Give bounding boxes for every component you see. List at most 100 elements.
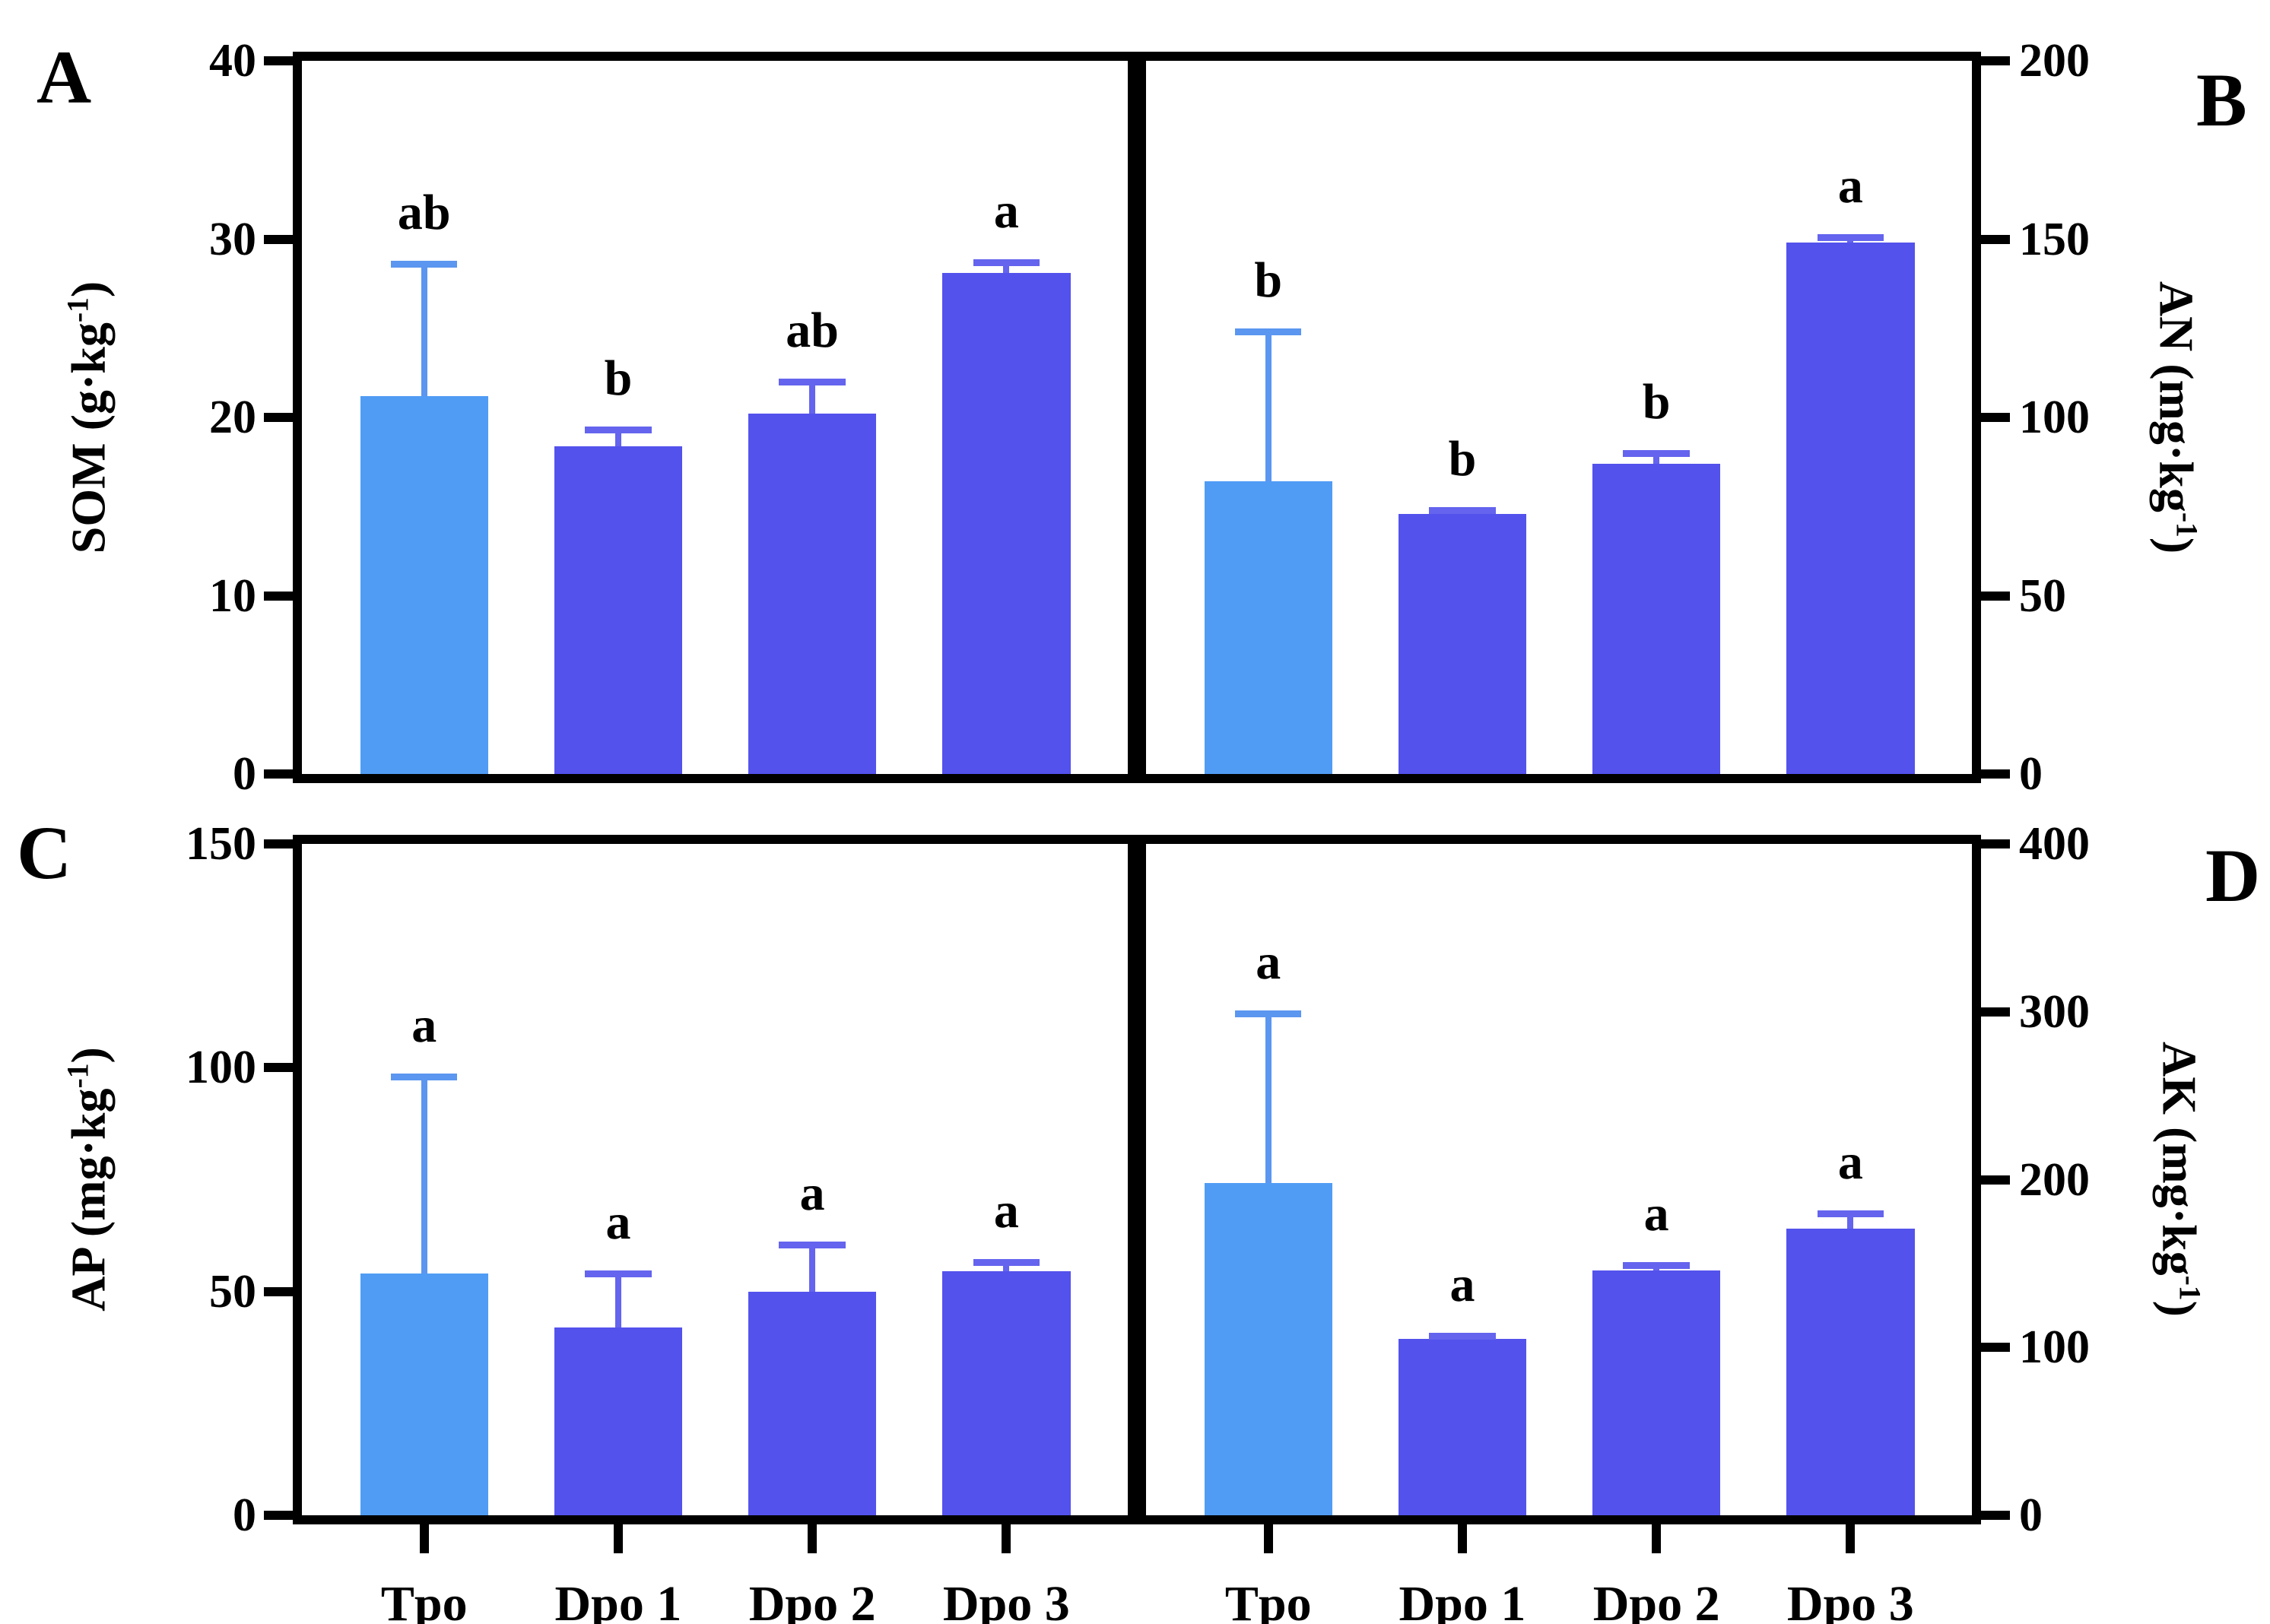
bar-dpo-1-panel-c — [554, 1327, 683, 1515]
x-axis-tick-mark — [808, 1524, 818, 1553]
significance-letter: a — [1837, 158, 1863, 214]
significance-letter: ab — [397, 185, 451, 241]
y-axis-title-ap-text: AP (mg·kg — [61, 1088, 116, 1312]
error-bar-cap — [1234, 328, 1302, 336]
y-axis-tick-mark — [1981, 769, 2010, 779]
x-axis-tick-mark — [1263, 1524, 1273, 1553]
bar-dpo-2-panel-c — [748, 1291, 877, 1515]
y-axis-tick-label: 200 — [2019, 35, 2090, 87]
panel-label-d: D — [2205, 833, 2261, 918]
y-axis-tick-mark — [1981, 56, 2010, 65]
bar-dpo-1-panel-d — [1398, 1339, 1527, 1515]
significance-letter: b — [1642, 373, 1671, 430]
y-axis-title-ap-close: ) — [61, 1047, 116, 1064]
y-axis-title-som: SOM (g·kg-1) — [61, 281, 116, 554]
y-axis-tick-mark — [1981, 1007, 2010, 1017]
y-axis-title-ap-superscript: -1 — [61, 1063, 95, 1089]
bar-dpo-3-panel-c — [942, 1271, 1071, 1515]
significance-letter: a — [605, 1194, 631, 1251]
y-axis-tick-label: 0 — [2019, 748, 2043, 800]
y-axis-tick-label: 150 — [186, 818, 256, 870]
x-category-label: Dpo 2 — [1592, 1576, 1720, 1624]
y-axis-title-som-close: ) — [61, 281, 116, 298]
y-axis-tick-label: 40 — [209, 35, 256, 87]
x-category-label: Dpo 2 — [748, 1576, 876, 1624]
bar-dpo-3-panel-b — [1786, 243, 1915, 774]
y-axis-title-ak-text: AK (mg·kg — [2152, 1042, 2207, 1276]
x-category-label: Dpo 1 — [1399, 1576, 1526, 1624]
y-axis-tick-mark — [264, 56, 293, 65]
error-bar-cap — [585, 1270, 652, 1278]
y-axis-tick-mark — [264, 1511, 293, 1520]
error-bar-cap — [1234, 1010, 1302, 1017]
error-bar-cap — [1817, 1210, 1884, 1217]
bar-dpo-2-panel-a — [748, 414, 877, 774]
error-bar-cap — [1623, 449, 1690, 457]
y-axis-tick-label: 150 — [2019, 213, 2090, 265]
error-bar-cap — [973, 1259, 1040, 1267]
y-axis-tick-mark — [264, 234, 293, 244]
y-axis-tick-label: 0 — [233, 748, 256, 800]
panel-label-b: B — [2196, 58, 2247, 142]
y-axis-title-ak: AK (mg·kg-1) — [2152, 1042, 2207, 1317]
y-axis-tick-mark — [1981, 413, 2010, 422]
significance-letter: b — [604, 350, 633, 407]
panel-label-c: C — [17, 810, 72, 895]
error-bar-stem — [1847, 1213, 1854, 1229]
error-bar-stem — [421, 264, 427, 396]
y-axis-tick-label: 50 — [209, 1265, 256, 1318]
y-axis-tick-mark — [1981, 839, 2010, 848]
y-axis-tick-mark — [264, 839, 293, 848]
error-bar-stem — [1265, 1013, 1272, 1183]
y-axis-tick-label: 100 — [2019, 392, 2090, 443]
error-bar-cap — [779, 1241, 846, 1248]
panel-d-ak-plot-area — [1137, 835, 1981, 1524]
error-bar-cap — [1623, 1262, 1690, 1270]
significance-letter: a — [1643, 1186, 1669, 1242]
panel-b-an-plot-area — [1137, 52, 1981, 783]
y-axis-tick-mark — [1981, 234, 2010, 244]
error-bar-stem — [1265, 331, 1272, 482]
significance-letter: a — [993, 182, 1019, 239]
error-bar-cap — [1429, 1332, 1496, 1340]
error-bar-cap — [390, 261, 458, 268]
significance-letter: a — [1837, 1134, 1863, 1190]
y-axis-tick-mark — [264, 769, 293, 779]
panel-label-a: A — [37, 35, 92, 119]
bar-dpo-1-panel-a — [554, 446, 683, 774]
y-axis-title-an-superscript: -1 — [2170, 512, 2204, 538]
bar-tpo-panel-a — [360, 395, 488, 774]
y-axis-title-som-text: SOM (g·kg — [61, 322, 116, 554]
y-axis-tick-label: 30 — [209, 213, 256, 265]
error-bar-stem — [614, 430, 621, 446]
y-axis-tick-mark — [1981, 1511, 2010, 1520]
y-axis-tick-mark — [264, 1063, 293, 1073]
bar-tpo-panel-d — [1204, 1182, 1332, 1515]
panel-a-som-plot-area — [293, 52, 1137, 783]
y-axis-tick-mark — [1981, 591, 2010, 601]
error-bar-stem — [809, 1244, 816, 1292]
y-axis-tick-mark — [264, 591, 293, 601]
error-bar-stem — [1003, 262, 1010, 274]
error-bar-cap — [973, 259, 1040, 266]
error-bar-cap — [1429, 506, 1496, 514]
y-axis-title-an: AN (mg·kg-1) — [2149, 281, 2204, 553]
y-axis-title-ap: AP (mg·kg-1) — [61, 1047, 116, 1312]
bar-dpo-3-panel-d — [1786, 1228, 1915, 1515]
y-axis-tick-label: 400 — [2019, 818, 2090, 870]
x-axis-tick-mark — [419, 1524, 429, 1553]
x-axis-tick-mark — [1652, 1524, 1662, 1553]
significance-letter: b — [1448, 430, 1477, 487]
y-axis-title-ak-superscript: -1 — [2173, 1275, 2207, 1301]
y-axis-title-som-superscript: -1 — [61, 297, 95, 323]
y-axis-tick-label: 300 — [2019, 985, 2090, 1038]
error-bar-cap — [1817, 234, 1884, 242]
y-axis-title-ak-close: ) — [2152, 1300, 2207, 1317]
bar-dpo-2-panel-b — [1592, 463, 1721, 774]
y-axis-tick-label: 100 — [2019, 1321, 2090, 1374]
y-axis-tick-label: 0 — [233, 1489, 256, 1541]
y-axis-tick-label: 0 — [2019, 1489, 2043, 1541]
y-axis-tick-mark — [1981, 1175, 2010, 1185]
significance-letter: a — [411, 998, 437, 1054]
